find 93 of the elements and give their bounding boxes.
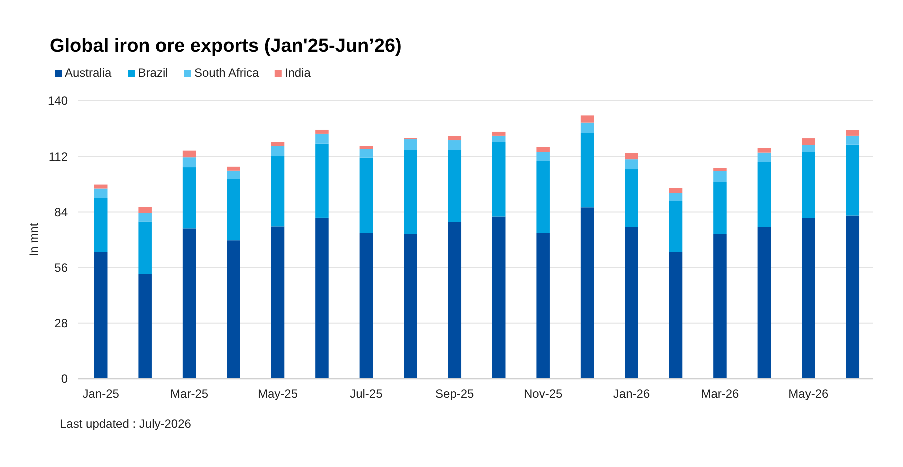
bar [580, 208, 594, 379]
y-tick-label: 56 [54, 261, 68, 275]
bar [271, 142, 285, 146]
bar [227, 240, 240, 379]
bar [580, 116, 594, 123]
bar [536, 147, 550, 152]
x-tick-label: Jan-26 [613, 387, 650, 401]
bar [227, 179, 240, 241]
bar [846, 216, 860, 379]
bar [360, 233, 374, 379]
bar [227, 166, 240, 171]
bar [138, 212, 152, 222]
bar [404, 234, 418, 379]
bar [492, 136, 506, 142]
bar [138, 207, 152, 213]
bar [94, 198, 108, 252]
y-tick-label: 140 [48, 94, 68, 108]
bar [404, 140, 418, 150]
bar [360, 158, 374, 234]
x-tick-label: Mar-25 [170, 387, 209, 401]
bar [316, 130, 329, 134]
bar [625, 170, 638, 228]
bar [492, 142, 506, 217]
bar [625, 153, 638, 160]
bar [404, 150, 418, 234]
bar [94, 188, 108, 198]
x-tick-label: Jan-25 [82, 387, 120, 401]
bar [758, 148, 772, 153]
bar [360, 149, 374, 158]
bar [182, 150, 196, 158]
bar [448, 136, 462, 141]
x-tick-label: May-26 [788, 387, 829, 401]
y-tick-label: 84 [54, 205, 68, 220]
bar [802, 145, 816, 152]
bar [625, 227, 638, 379]
bar [669, 188, 683, 194]
bar [316, 144, 329, 218]
x-tick-label: Nov-25 [524, 387, 563, 401]
bar [846, 130, 860, 136]
bar [492, 132, 506, 136]
x-tick-label: Sep-25 [436, 387, 475, 401]
bar [94, 252, 108, 379]
x-tick-label: Jul-25 [350, 387, 384, 401]
bar [802, 138, 816, 146]
y-axis-title: In mnt [27, 222, 41, 257]
bar [138, 274, 152, 379]
bar [536, 233, 550, 379]
bar [271, 146, 285, 156]
bar [271, 156, 285, 227]
y-tick-label: 0 [61, 372, 68, 386]
bar [669, 252, 683, 379]
bar [714, 171, 727, 182]
bar [536, 161, 550, 234]
bar [802, 152, 816, 218]
bar [625, 160, 638, 170]
x-tick-label: May-25 [258, 387, 298, 401]
bar [580, 133, 594, 208]
bar [227, 170, 240, 180]
bar [94, 184, 108, 189]
bar [758, 227, 772, 379]
bar [182, 228, 196, 379]
bar [271, 226, 285, 379]
bar [182, 158, 196, 168]
bar [316, 218, 329, 379]
bar [492, 216, 506, 379]
y-tick-label: 112 [48, 150, 68, 164]
chart-title: Global iron ore exports (Jan'25-Jun’26) [50, 36, 402, 57]
bar [758, 152, 772, 162]
bar [714, 234, 727, 379]
bar [669, 193, 683, 202]
legend-label: Brazil [138, 66, 168, 80]
text: Last updated : July-2026 [60, 417, 192, 431]
legend-label: South Africa [194, 66, 260, 80]
bar [802, 218, 816, 379]
bar [448, 150, 462, 222]
legend-label: India [284, 66, 312, 80]
bar [360, 146, 374, 150]
x-tick-label: Mar-26 [701, 387, 740, 401]
bar [448, 222, 462, 379]
bar [714, 182, 727, 234]
bar [536, 152, 550, 162]
bar [846, 144, 860, 216]
legend-label: Australia [65, 66, 112, 80]
y-tick-label: 28 [54, 316, 68, 331]
bar [182, 168, 196, 229]
bar [448, 140, 462, 150]
bar [714, 168, 727, 172]
bar [758, 162, 772, 228]
bar [846, 136, 860, 145]
bar [669, 201, 683, 252]
bar [580, 122, 594, 134]
bar [316, 134, 329, 144]
bar [138, 222, 152, 274]
